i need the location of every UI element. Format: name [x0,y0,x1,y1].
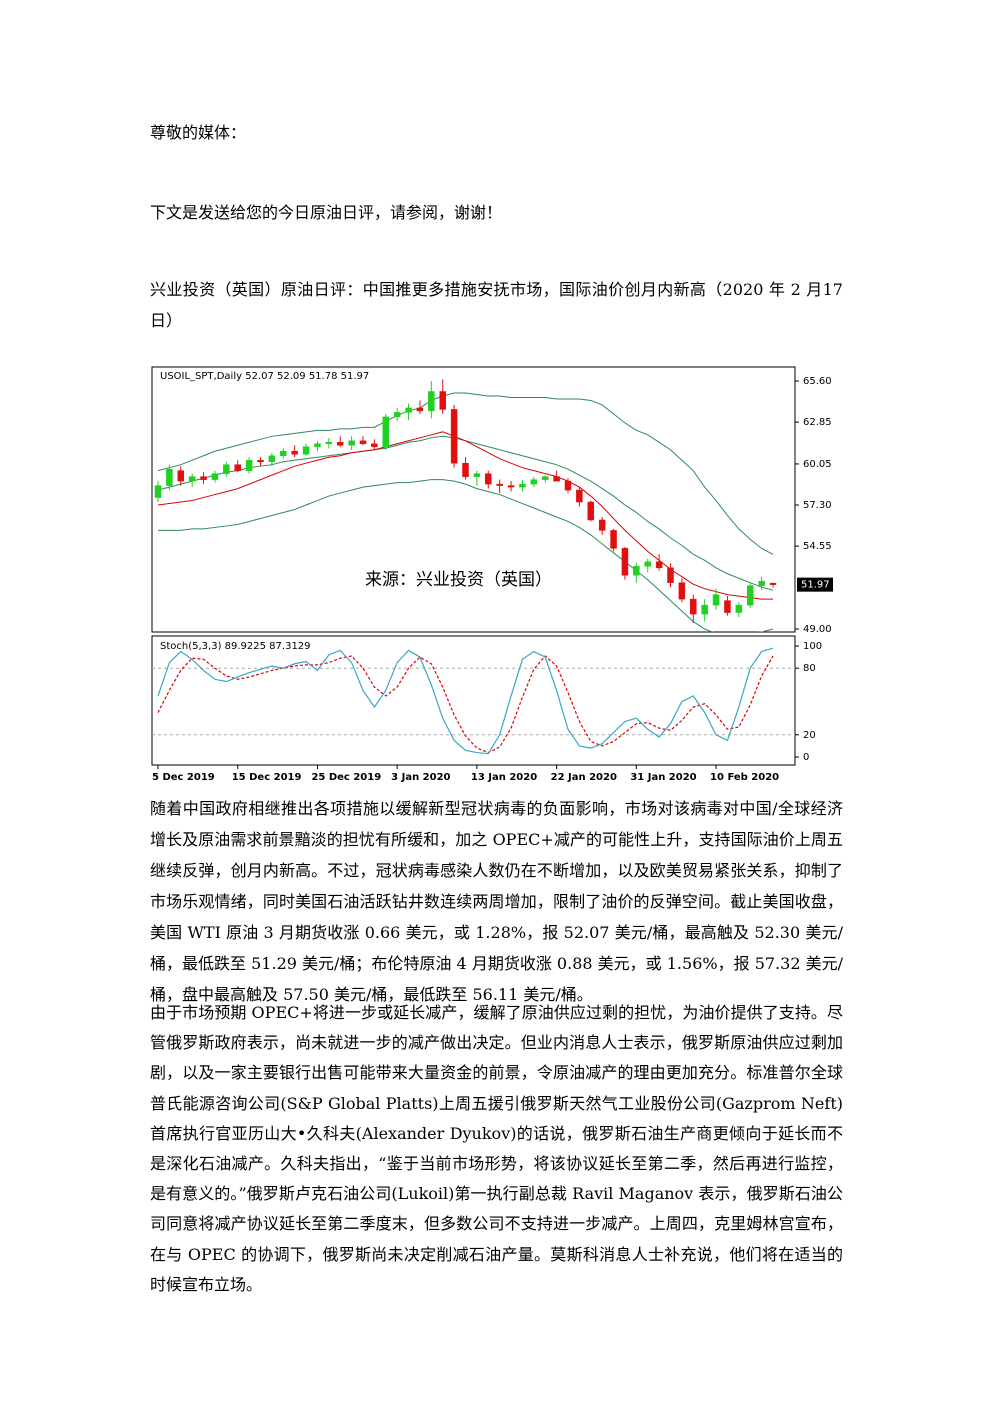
candle-body [302,446,310,455]
candle-body [245,459,253,471]
candle-body [735,604,743,613]
band-line [157,392,774,555]
price-tag-box [797,577,833,592]
x-tick-label: 10 Feb 2020 [710,772,779,783]
candle-body [416,407,424,412]
candle-body [758,580,765,586]
candle-body [450,409,458,464]
candle-body [678,582,686,600]
candle-body [405,407,412,413]
stoch-title: Stoch(5,3,3) 89.9225 87.3129 [160,641,311,652]
candle-body [177,470,185,482]
candle-body [473,473,481,477]
y-tick-label: 60.05 [803,459,832,470]
stoch-tick-label: 20 [803,730,816,741]
y-tick-label: 57.30 [803,500,832,511]
candle-body [428,391,435,412]
candle-body [507,485,515,488]
y-tick-label: 54.55 [803,541,832,552]
candle-body [496,483,503,486]
candle-body [257,459,264,462]
paragraph: 由于市场预期 OPEC+将进一步或延长减产，缓解了原油供应过剩的担忧，为油价提供… [150,1003,843,1294]
candle-body [621,548,629,576]
candle-body [633,566,640,576]
candle-body [325,442,333,445]
candle-body [598,519,606,531]
candle-body [382,416,390,448]
stoch-tick-label: 100 [803,641,822,652]
x-tick-label: 5 Dec 2019 [152,772,215,783]
x-tick-label: 3 Jan 2020 [391,772,450,783]
chart: USOIL_SPT,Daily 52.07 52.09 51.78 51.97 … [151,366,833,783]
price-panel [151,366,796,633]
x-tick-label: 15 Dec 2019 [232,772,302,783]
stoch-signal [157,655,774,754]
x-tick-label: 31 Jan 2020 [630,772,696,783]
y-tick-label: 49.00 [803,624,832,635]
intro: 下文是发送给您的今日原油日评，请参阅，谢谢！ [150,203,503,222]
stoch-tick-label: 80 [803,663,816,674]
candle-body [655,561,663,569]
headline: 兴业投资（英国）原油日评：中国推更多措施安抚市场，国际油价创月内新高（2020 … [150,280,843,330]
candle-body [519,483,526,488]
candle-body [667,567,674,583]
candle-body [359,440,367,445]
x-tick-label: 22 Jan 2020 [551,772,617,783]
candle-body [485,473,492,485]
price-tag: 51.97 [801,580,830,591]
candle-body [371,443,378,448]
candle-body [576,489,583,503]
paragraph: 随着中国政府相继推出各项措施以缓解新型冠状病毒的负面影响，市场对该病毒对中国/全… [150,799,843,1004]
candle-body [724,600,731,613]
candle-body [211,473,219,480]
x-tick-label: 13 Jan 2020 [471,772,537,783]
stoch-main [157,647,774,755]
stoch-tick-label: 0 [803,752,809,763]
candle-body [336,442,344,446]
candle-body [587,501,595,521]
candle-body [280,451,287,456]
candle-body [348,440,355,446]
y-tick-label: 65.60 [803,376,832,387]
watermark: 来源：兴业投资（英国） [365,570,552,590]
candle-body [769,582,777,585]
candle-body [610,530,617,549]
candle-body [553,476,560,482]
candle-body [541,476,549,480]
candle-body [291,451,298,455]
candle-body [564,480,572,491]
candle-body [268,455,276,462]
candle-body [530,479,538,485]
candle-body [188,476,196,482]
greeting: 尊敬的媒体： [150,123,247,142]
candle-body [314,443,321,448]
candle-body [439,391,446,410]
stoch-panel [151,635,796,766]
candle-body [712,594,720,606]
candle-body [154,485,162,498]
x-tick-label: 25 Dec 2019 [311,772,381,783]
candle-body [644,561,651,567]
candle-body [701,604,708,615]
y-tick-label: 62.85 [803,417,832,428]
candle-body [234,464,241,471]
candle-body [166,468,173,486]
candle-body [746,585,754,606]
candle-body [393,412,401,418]
candle-body [200,476,207,480]
candle-body [690,598,697,615]
candle-body [223,464,230,474]
candle-body [462,462,469,477]
chart-title: USOIL_SPT,Daily 52.07 52.09 51.78 51.97 [160,371,369,382]
band-line [158,479,774,632]
